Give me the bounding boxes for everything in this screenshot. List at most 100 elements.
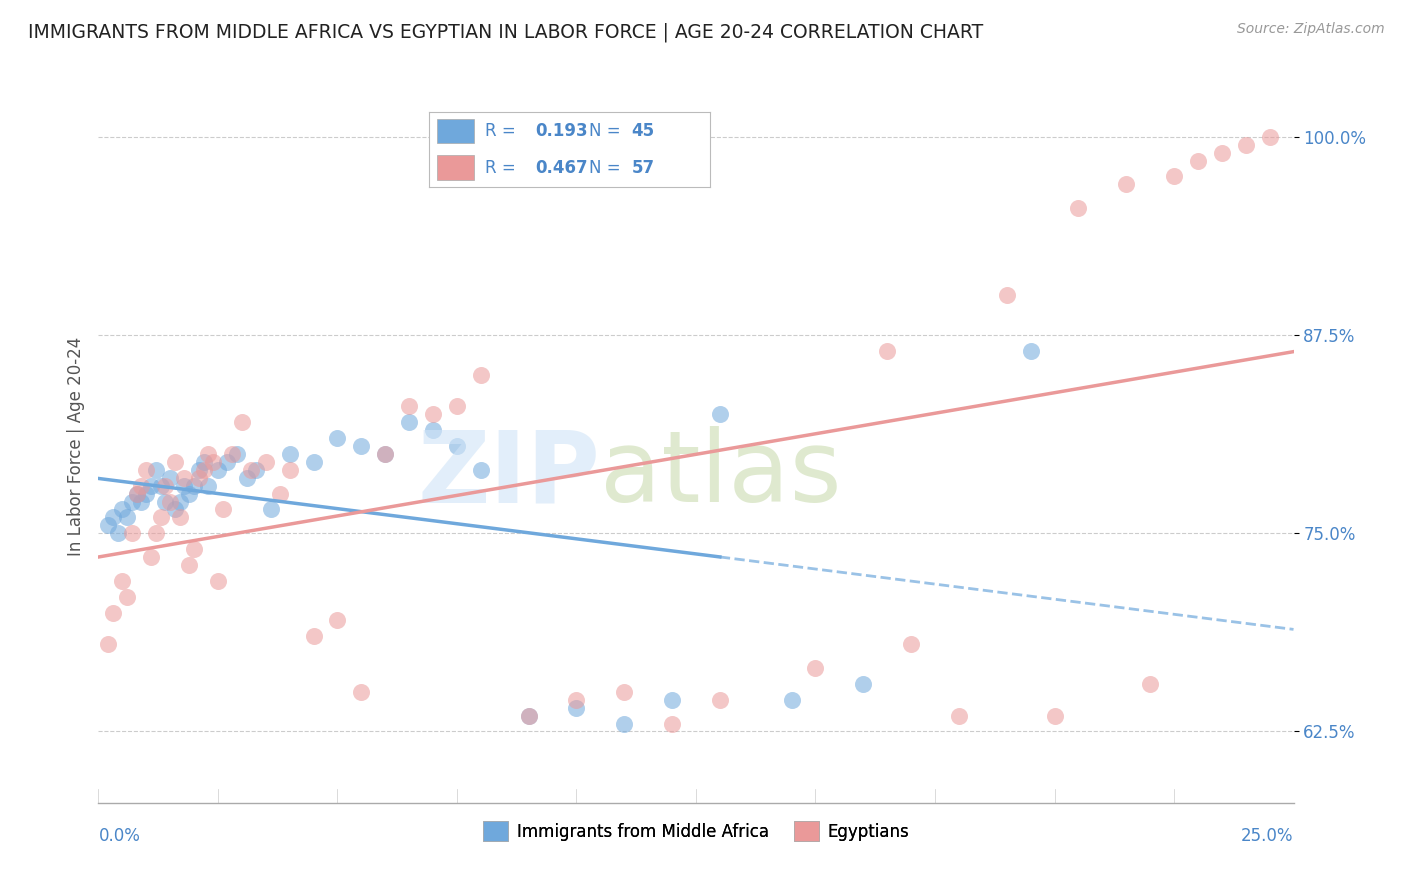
Point — [139, 478, 162, 492]
Point — [565, 692, 588, 706]
Point — [131, 494, 153, 508]
Point — [111, 502, 134, 516]
Point — [948, 708, 970, 723]
Point — [101, 510, 124, 524]
Point — [121, 494, 143, 508]
Point — [709, 407, 731, 421]
Bar — [437, 155, 474, 179]
Point — [125, 486, 148, 500]
Point — [565, 700, 588, 714]
Point — [97, 637, 120, 651]
Point — [422, 423, 444, 437]
Point — [1163, 169, 1185, 184]
Point — [900, 637, 922, 651]
Text: N =: N = — [589, 122, 626, 140]
Point — [217, 455, 239, 469]
Point — [302, 455, 325, 469]
Point — [173, 471, 195, 485]
Point — [350, 685, 373, 699]
Point — [149, 510, 172, 524]
Point — [995, 288, 1018, 302]
Point — [613, 716, 636, 731]
Point — [197, 478, 219, 492]
Point — [254, 455, 277, 469]
Point — [135, 463, 157, 477]
Point — [278, 463, 301, 477]
Point — [398, 400, 420, 414]
Point — [374, 447, 396, 461]
Point — [302, 629, 325, 643]
Point — [446, 400, 468, 414]
Text: 45: 45 — [631, 122, 654, 140]
Point — [1139, 677, 1161, 691]
Text: 0.0%: 0.0% — [98, 827, 141, 845]
Point — [1234, 137, 1257, 152]
Point — [149, 478, 172, 492]
Text: 0.193: 0.193 — [536, 122, 588, 140]
Point — [1019, 343, 1042, 358]
Point — [183, 542, 205, 557]
Point — [235, 471, 257, 485]
Point — [852, 677, 875, 691]
Point — [245, 463, 267, 477]
Point — [111, 574, 134, 588]
Point — [278, 447, 301, 461]
Point — [1258, 129, 1281, 144]
Point — [101, 606, 124, 620]
Point — [326, 614, 349, 628]
Point — [169, 510, 191, 524]
Point — [193, 455, 215, 469]
Point — [202, 455, 225, 469]
Point — [159, 471, 181, 485]
Point — [207, 574, 229, 588]
Point — [163, 502, 186, 516]
Point — [446, 439, 468, 453]
Point — [780, 692, 803, 706]
Point — [107, 526, 129, 541]
Point — [159, 494, 181, 508]
Point — [1115, 178, 1137, 192]
Text: Source: ZipAtlas.com: Source: ZipAtlas.com — [1237, 22, 1385, 37]
Point — [240, 463, 263, 477]
Point — [155, 478, 177, 492]
Point — [1211, 145, 1233, 160]
Point — [211, 502, 233, 516]
Text: atlas: atlas — [600, 426, 842, 523]
Point — [131, 478, 153, 492]
Point — [187, 463, 209, 477]
Point — [398, 415, 420, 429]
Point — [517, 708, 540, 723]
Point — [115, 510, 138, 524]
Legend: Immigrants from Middle Africa, Egyptians: Immigrants from Middle Africa, Egyptians — [477, 814, 915, 848]
Point — [804, 661, 827, 675]
Text: R =: R = — [485, 159, 522, 177]
Point — [155, 494, 177, 508]
Point — [125, 486, 148, 500]
Point — [876, 343, 898, 358]
Point — [661, 692, 683, 706]
Point — [231, 415, 253, 429]
Point — [187, 471, 209, 485]
Point — [470, 368, 492, 382]
Point — [183, 478, 205, 492]
Point — [226, 447, 249, 461]
Point — [135, 486, 157, 500]
Text: 57: 57 — [631, 159, 654, 177]
Point — [709, 692, 731, 706]
Text: N =: N = — [589, 159, 626, 177]
Point — [193, 463, 215, 477]
Point — [517, 708, 540, 723]
Point — [121, 526, 143, 541]
Point — [139, 549, 162, 564]
Point — [145, 463, 167, 477]
Point — [179, 558, 201, 572]
Point — [326, 431, 349, 445]
Point — [197, 447, 219, 461]
Point — [661, 716, 683, 731]
Point — [221, 447, 243, 461]
Text: IMMIGRANTS FROM MIDDLE AFRICA VS EGYPTIAN IN LABOR FORCE | AGE 20-24 CORRELATION: IMMIGRANTS FROM MIDDLE AFRICA VS EGYPTIA… — [28, 22, 983, 42]
Point — [163, 455, 186, 469]
Text: ZIP: ZIP — [418, 426, 600, 523]
Text: 25.0%: 25.0% — [1241, 827, 1294, 845]
Point — [350, 439, 373, 453]
